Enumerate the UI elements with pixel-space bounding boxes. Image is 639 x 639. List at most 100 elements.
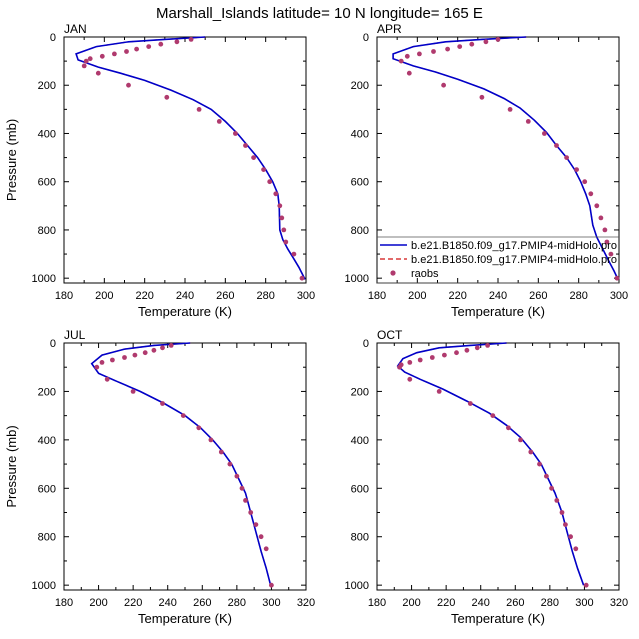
raobs-point <box>124 49 129 54</box>
y-tick-label: 0 <box>50 338 56 350</box>
plot-frame <box>376 342 620 591</box>
panel-label: JAN <box>64 22 87 36</box>
x-tick-label: 260 <box>193 597 211 609</box>
x-tick-label: 260 <box>529 290 547 302</box>
raobs-point <box>407 376 413 382</box>
model-dashed-line <box>396 342 585 586</box>
x-axis-label: Temperature (K) <box>138 611 232 626</box>
panel-label: APR <box>377 22 402 36</box>
raobs-point <box>160 345 165 351</box>
panel-apr: APR 180 200 220 240 260 280 300 0 200 400 600 800 100… <box>345 22 629 319</box>
panels: JAN 180 200 220 240 260 280 300 0 200 400 600 800 100… <box>4 22 628 626</box>
model-solid-line <box>75 36 306 280</box>
y-tick-label: 600 <box>351 483 369 495</box>
raobs-point <box>594 203 600 209</box>
x-tick-label: 260 <box>506 597 524 609</box>
y-tick-label: 600 <box>38 177 56 189</box>
raobs-point <box>442 352 447 358</box>
raobs-point <box>299 275 305 281</box>
panel-label: JUL <box>64 328 86 342</box>
raobs-point <box>564 155 569 161</box>
legend-label: raobs <box>411 268 439 280</box>
raobs-point <box>588 191 594 197</box>
raobs-point <box>243 143 248 148</box>
raobs-point <box>559 510 565 515</box>
y-tick-label: 0 <box>50 32 56 44</box>
raobs-point <box>467 401 473 406</box>
legend-label: b.e21.B1850.f09_g17.PMIP4-midHolo.pro <box>411 240 617 252</box>
raobs-point <box>485 343 490 348</box>
x-tick-label: 220 <box>448 290 466 302</box>
raobs-point <box>417 51 422 57</box>
x-tick-label: 180 <box>368 290 386 302</box>
raobs-point <box>549 485 554 491</box>
raobs-point <box>279 215 285 221</box>
raobs-point <box>464 347 470 353</box>
raobs-point <box>604 239 610 245</box>
raobs-point <box>180 413 186 418</box>
raobs-point <box>528 449 534 455</box>
y-tick-label: 200 <box>38 80 56 92</box>
y-tick-label: 800 <box>38 532 56 544</box>
y-tick-label: 1000 <box>345 273 369 285</box>
plot-frame <box>63 342 307 591</box>
y-tick-label: 800 <box>38 225 56 237</box>
x-tick-label: 300 <box>575 597 593 609</box>
raobs-point <box>554 498 560 503</box>
raobs-point <box>407 360 413 365</box>
raobs-point <box>404 53 410 59</box>
raobs-point <box>537 461 542 467</box>
raobs-point <box>196 425 202 431</box>
raobs-point <box>248 510 254 515</box>
x-tick-label: 200 <box>402 597 420 609</box>
raobs-point <box>283 239 289 245</box>
x-tick-label: 240 <box>489 290 507 302</box>
y-axis-label: Pressure (mb) <box>4 425 19 507</box>
raobs-point <box>253 522 259 527</box>
y-tick-label: 400 <box>351 128 369 140</box>
raobs-point <box>554 143 559 148</box>
raobs-point <box>406 70 412 76</box>
panel-jan: JAN 180 200 220 240 260 280 300 0 200 400 600 800 100… <box>4 22 315 319</box>
panel-jul: JUL 180 200 220 240 260 280 300 320 0 200 400 600 800… <box>4 328 315 626</box>
raobs-point <box>479 94 485 100</box>
y-tick-label: 600 <box>38 483 56 495</box>
raobs-point <box>261 167 266 173</box>
raobs-point <box>277 203 283 209</box>
x-tick-label: 300 <box>262 597 280 609</box>
raobs-point <box>431 49 436 54</box>
raobs-point <box>518 437 523 443</box>
model-dashed-line <box>75 36 306 280</box>
y-tick-label: 200 <box>351 386 369 398</box>
raobs-point <box>542 131 547 136</box>
model-dashed-line <box>90 342 272 586</box>
raobs-point <box>233 131 238 136</box>
y-tick-label: 1000 <box>345 580 369 592</box>
raobs-point <box>234 473 240 479</box>
x-axis-label: Temperature (K) <box>451 304 545 319</box>
raobs-point <box>239 485 245 491</box>
y-axis-label: Pressure (mb) <box>4 119 19 201</box>
y-tick-label: 200 <box>38 386 56 398</box>
y-tick-label: 1000 <box>32 580 56 592</box>
x-tick-label: 200 <box>95 290 113 302</box>
raobs-point <box>208 437 214 443</box>
raobs-point <box>608 251 614 257</box>
panel-oct: OCT 180 200 220 240 260 280 300 320 0 200 400 600 800… <box>345 328 629 626</box>
raobs-point <box>196 107 202 112</box>
x-tick-label: 200 <box>89 597 107 609</box>
raobs-point <box>267 179 273 185</box>
raobs-point <box>469 41 475 47</box>
y-tick-label: 400 <box>351 435 369 447</box>
raobs-point <box>160 401 165 406</box>
raobs-point <box>582 179 588 185</box>
raobs-point <box>614 275 620 281</box>
raobs-point <box>563 522 568 527</box>
raobs-point <box>445 46 450 52</box>
raobs-point <box>174 39 180 45</box>
raobs-point <box>151 347 157 353</box>
raobs-point <box>474 345 480 351</box>
raobs-point <box>132 352 138 358</box>
raobs-point <box>273 191 279 197</box>
